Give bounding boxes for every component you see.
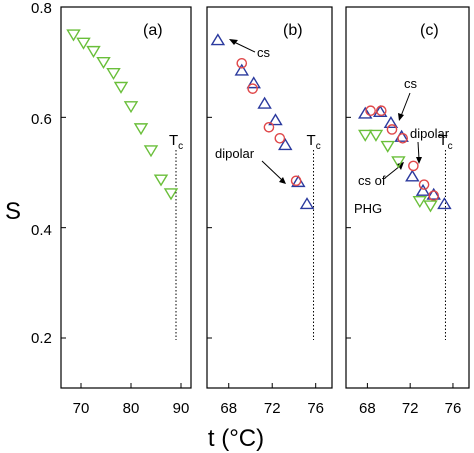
x-ticks: 70 80 90 68 72 76 68 72 76 — [61, 6, 462, 417]
data-point — [412, 195, 428, 209]
annotation-dipolar-c: dipolar — [410, 126, 450, 141]
tc-label-sub: c — [448, 141, 453, 152]
annotation-arrow — [384, 165, 401, 179]
data-point — [257, 96, 272, 109]
annotation-arrow — [400, 92, 411, 117]
data-point — [365, 105, 376, 117]
data-point — [246, 76, 261, 89]
data-point — [375, 105, 387, 117]
x-tick-label: 68 — [359, 400, 376, 417]
data-point — [263, 121, 275, 133]
data-point — [397, 132, 408, 144]
annotation-arrow — [417, 141, 420, 160]
data-point — [106, 67, 121, 81]
data-point — [96, 56, 111, 70]
data-point — [274, 132, 286, 144]
tc-label: Tc — [307, 132, 321, 152]
data-point — [391, 156, 406, 169]
data-point — [123, 101, 139, 114]
data-point — [234, 63, 250, 76]
data-point — [394, 129, 409, 142]
annotation-cs-of-c: cs of — [358, 173, 386, 188]
x-axis-label: t (°C) — [208, 425, 264, 452]
panel-c-frame — [345, 6, 470, 389]
x-tick-label: 68 — [220, 400, 237, 417]
data-point — [380, 140, 395, 153]
data-point — [423, 200, 438, 213]
panel-a-frame — [60, 6, 192, 389]
data-point — [437, 197, 452, 210]
data-point — [133, 123, 149, 136]
data-point — [210, 33, 226, 46]
data-point — [290, 175, 302, 187]
data-point — [143, 145, 159, 158]
data-point — [358, 129, 373, 142]
annotation-cs-c: cs — [404, 76, 418, 91]
data-point — [113, 81, 129, 94]
data-point — [299, 197, 315, 210]
x-tick-label: 72 — [264, 400, 281, 417]
data-point — [405, 169, 420, 182]
tc-label-main: T — [307, 132, 316, 149]
x-tick-label: 76 — [307, 400, 324, 417]
tc-label-sub: c — [178, 141, 183, 152]
data-point — [408, 160, 419, 172]
data-point — [368, 129, 384, 142]
data-point — [86, 45, 101, 58]
data-point — [163, 188, 179, 201]
panel-label-a: (a) — [143, 22, 163, 39]
annotation-arrow — [261, 160, 283, 181]
x-tick-label: 72 — [402, 400, 419, 417]
data-point — [66, 29, 81, 42]
y-tick-label: 0.4 — [31, 222, 52, 239]
data-point — [278, 138, 293, 151]
y-tick-label: 0.2 — [31, 330, 52, 347]
panel-b-frame — [206, 6, 333, 389]
arrowhead — [397, 162, 404, 170]
data-point — [386, 124, 398, 135]
tc-label-main: T — [438, 132, 447, 149]
data-point — [415, 183, 431, 196]
data-point — [383, 115, 399, 129]
arrowhead — [416, 157, 422, 164]
x-tick-label: 76 — [445, 400, 462, 417]
tc-label: Tc — [438, 132, 452, 152]
x-tick-label: 70 — [73, 400, 90, 417]
data-point — [76, 37, 91, 50]
annotation-arrow — [233, 41, 256, 53]
data-point — [426, 187, 441, 200]
data-point — [247, 83, 258, 94]
x-tick-label: 90 — [173, 400, 190, 417]
y-tick-label: 0.8 — [31, 0, 52, 17]
y-tick-label: 0.6 — [31, 111, 52, 128]
data-point — [418, 179, 430, 190]
data-point — [268, 113, 283, 126]
tc-label-sub: c — [316, 141, 321, 152]
annotation-phg-c: PHG — [354, 201, 382, 216]
arrowhead — [398, 113, 404, 121]
data-point — [153, 174, 169, 187]
tc-label-main: T — [169, 132, 178, 149]
panel-label-b: (b) — [283, 22, 303, 39]
data-marks — [66, 29, 452, 213]
annotation-cs-b: cs — [257, 45, 271, 60]
tc-label: Tc — [169, 132, 183, 152]
arrowhead — [279, 177, 286, 184]
annotation-dipolar-b: dipolar — [215, 146, 255, 161]
x-tick-label: 80 — [123, 400, 140, 417]
data-point — [236, 57, 248, 69]
arrowhead — [229, 39, 238, 45]
data-point — [428, 190, 440, 201]
panel-label-c: (c) — [420, 22, 439, 39]
y-axis-label: S — [5, 198, 21, 225]
data-point — [358, 106, 373, 119]
